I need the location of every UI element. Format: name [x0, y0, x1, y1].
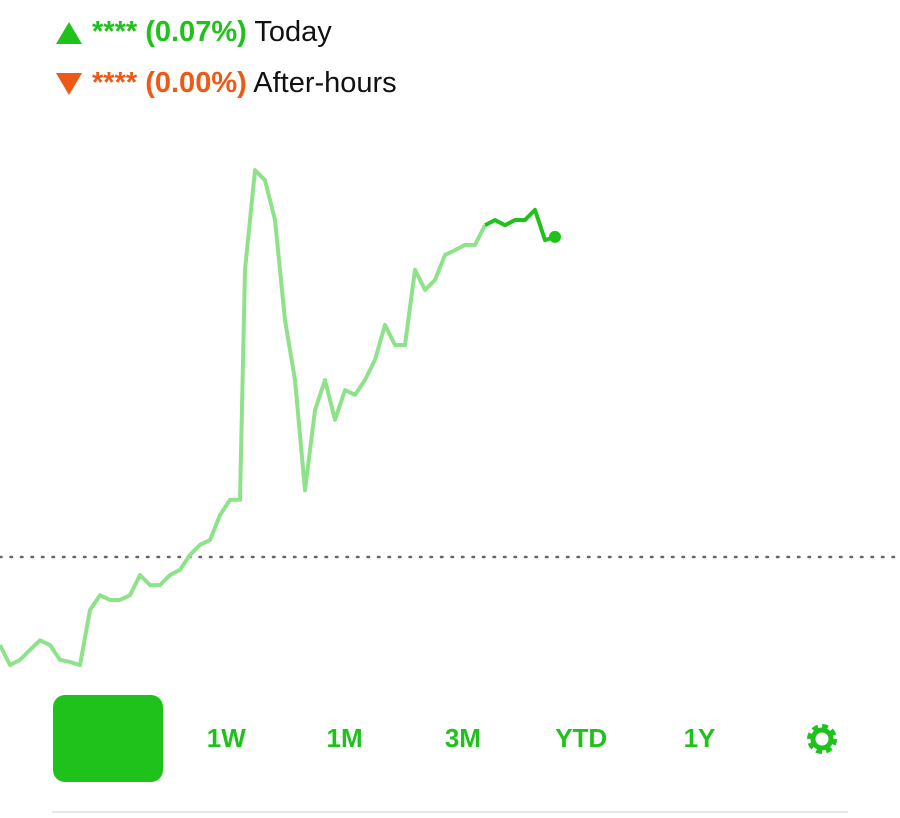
down-arrow [56, 73, 82, 95]
range-tab[interactable]: YTD [555, 723, 607, 753]
after-hours-row: **** (0.00%) After-hours [92, 67, 397, 99]
price-line [0, 168, 487, 668]
after-hours-label: After-hours [253, 67, 396, 99]
after-hours-amount: **** [92, 67, 138, 99]
today-percent: (0.07%) [145, 16, 247, 48]
range-tab[interactable]: 1M [327, 723, 363, 753]
up-arrow [56, 22, 82, 44]
current-point [549, 230, 561, 243]
tab-selected-bg[interactable] [53, 695, 163, 782]
range-tab[interactable]: 1W [207, 723, 246, 753]
today-label: Today [254, 16, 332, 48]
range-tab[interactable]: 1D [91, 723, 124, 753]
today-amount: **** [92, 16, 138, 48]
range-tabs: 1D 1W 1M 3M YTD 1Y [91, 723, 715, 753]
range-tab[interactable]: 3M [445, 723, 481, 753]
price-line [484, 207, 556, 243]
range-tab[interactable]: 1Y [684, 723, 716, 753]
settings-icon[interactable] [807, 724, 837, 754]
after-hours-percent: (0.00%) [145, 67, 247, 99]
price-chart [0, 168, 900, 668]
today-row: **** (0.07%) Today [92, 16, 332, 48]
